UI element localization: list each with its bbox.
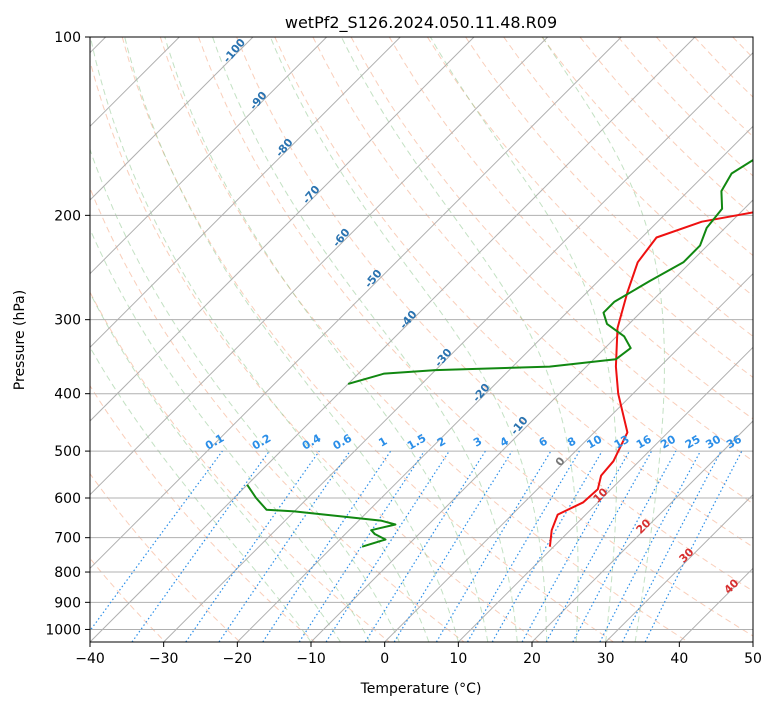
moist-adiabat-line <box>90 291 341 642</box>
isotherm-line <box>310 199 753 642</box>
mixing-ratio-lines <box>90 450 743 642</box>
dry-adiabat-line <box>159 37 689 642</box>
x-axis: −40 −30 −20 −10 0 10 20 30 40 50 <box>75 642 762 667</box>
isotherm-line <box>163 51 753 642</box>
mixing-ratio-line <box>545 450 653 642</box>
mixing-ratio-line <box>572 450 677 642</box>
moist-adiabat-line <box>90 228 371 642</box>
moist-adiabat-line <box>269 37 548 642</box>
moist-adiabat-line <box>429 37 617 642</box>
moist-adiabat-line <box>164 37 489 642</box>
plot-area: 0.1 0.2 0.4 0.6 1 1.5 2 3 4 6 8 10 13 16 20 25 30 36-100-… <box>90 37 753 642</box>
mixing-ratio-line <box>185 450 320 642</box>
moist-adiabat-line <box>542 37 666 642</box>
dry-adiabat-line <box>388 37 753 420</box>
dewpoint-profile-line <box>246 484 397 548</box>
moist-adiabat-line <box>212 37 518 642</box>
isotherm-line <box>90 37 475 422</box>
y-axis-label: Pressure (hPa) <box>12 290 28 390</box>
x-tick-label: −20 <box>223 651 253 667</box>
moist-adiabat-line <box>124 37 459 642</box>
x-tick-label: 30 <box>597 651 615 667</box>
y-tick-label: 900 <box>54 595 81 611</box>
mixing-ratio-line <box>298 450 425 642</box>
y-tick-label: 200 <box>54 208 81 224</box>
dewpoint-profile-line <box>347 158 753 385</box>
sounding-profiles <box>246 158 753 548</box>
x-tick-label: 20 <box>523 651 541 667</box>
moist-adiabat-line <box>340 37 579 642</box>
x-tick-label: 50 <box>744 651 762 667</box>
dry-adiabat-line <box>90 59 540 642</box>
isobars <box>90 37 753 630</box>
y-tick-label: 700 <box>54 531 81 547</box>
temperature-profile-line <box>548 211 753 547</box>
y-tick-label: 1000 <box>45 622 81 638</box>
y-axis: 100 200 300 400 500 600 700 800 900 1000 <box>45 30 90 638</box>
isotherm-line <box>605 493 753 642</box>
chart-title: wetPf2_S126.2024.050.11.48.R09 <box>285 13 557 33</box>
isotherm-line <box>531 420 753 642</box>
isotherm-line <box>90 37 696 642</box>
dry-adiabat-line <box>121 37 614 642</box>
mixing-ratio-line <box>393 450 513 642</box>
y-tick-label: 300 <box>54 313 81 329</box>
mixing-ratio-line <box>90 450 223 632</box>
isotherm-line <box>236 125 753 642</box>
x-tick-label: 0 <box>380 651 389 667</box>
x-tick-label: −40 <box>75 651 105 667</box>
skewed-isotherms <box>90 37 753 642</box>
y-tick-label: 800 <box>54 565 81 581</box>
isotherm-line <box>90 37 254 201</box>
isotherm-line <box>90 37 622 570</box>
mixing-ratio-line <box>218 450 351 642</box>
moist-adiabat-line <box>90 37 430 642</box>
isotherm-line <box>384 272 753 642</box>
dry-adiabat-line <box>426 37 753 378</box>
plot-frame <box>89 36 754 643</box>
dry-adiabat-line <box>90 384 316 642</box>
x-tick-label: −30 <box>149 651 179 667</box>
isotherm-line <box>90 37 328 275</box>
y-tick-label: 400 <box>54 387 81 403</box>
y-tick-label: 500 <box>54 444 81 460</box>
x-axis-label: Temperature (°C) <box>360 681 482 697</box>
isotherm-line <box>90 37 549 496</box>
dry-adiabat-line <box>90 186 465 642</box>
x-tick-label: 40 <box>670 651 688 667</box>
mixing-ratio-line <box>644 450 743 642</box>
mixing-ratio-line <box>262 450 392 642</box>
moist-adiabat-line <box>90 147 400 642</box>
y-tick-label: 100 <box>54 30 81 46</box>
dry-adiabat-line <box>274 37 753 548</box>
y-tick-label: 600 <box>54 491 81 507</box>
x-tick-label: 10 <box>449 651 467 667</box>
dry-adiabat-line <box>90 557 166 642</box>
isotherm-line <box>90 37 401 349</box>
mixing-ratio-line <box>521 450 631 642</box>
mixing-ratio-line <box>325 450 450 642</box>
mixing-ratio-line <box>131 450 270 642</box>
isotherm-line <box>457 346 753 642</box>
x-tick-label: −10 <box>296 651 326 667</box>
